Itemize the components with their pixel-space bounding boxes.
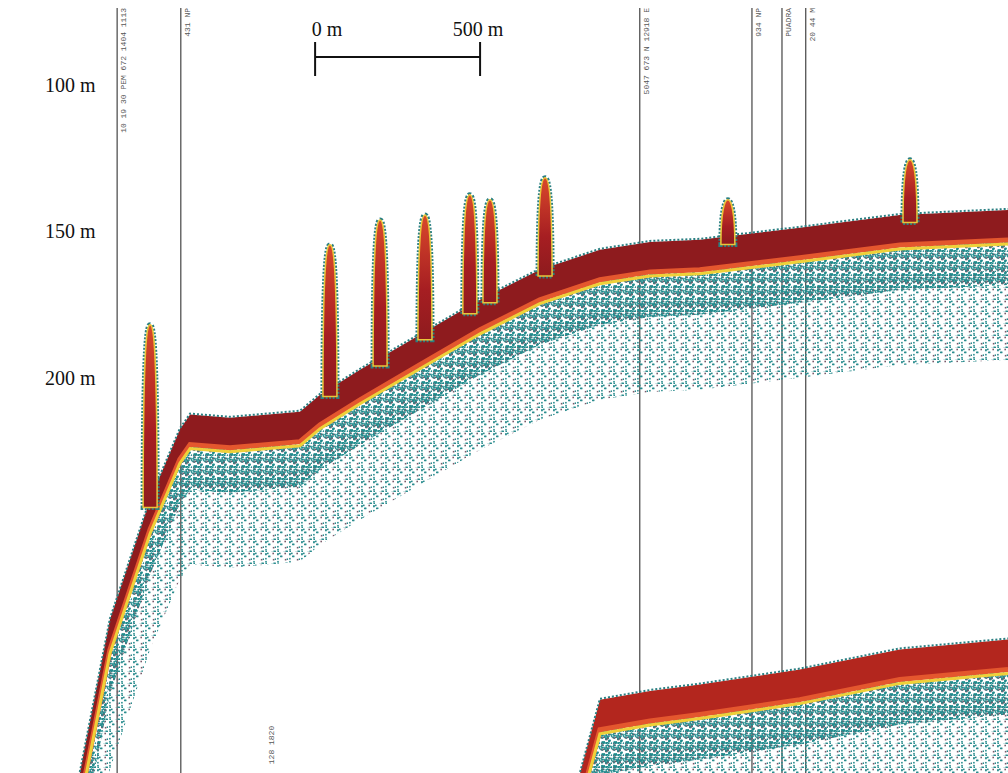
- annotation: 128 1820: [267, 726, 276, 765]
- event-label: 10 19 30 PEM 672 1404 1113: [119, 8, 128, 133]
- plot-area: [80, 8, 1008, 773]
- school-halo: [143, 325, 157, 508]
- fish-school: [323, 245, 337, 397]
- school-halo: [721, 200, 735, 245]
- scale-bar-label: 500 m: [453, 18, 504, 40]
- fish-school: [721, 200, 735, 245]
- event-label: 934 NP: [754, 8, 763, 37]
- fish-school: [373, 220, 387, 366]
- event-label: 20 44 M: [808, 8, 817, 42]
- school-halo: [538, 178, 552, 276]
- school-halo: [463, 195, 477, 314]
- y-tick-label: 200 m: [45, 367, 96, 389]
- fish-school: [463, 195, 477, 314]
- diffuse-echo: [80, 270, 1008, 773]
- school-halo: [373, 220, 387, 366]
- fish-school: [538, 178, 552, 276]
- school-halo: [903, 160, 917, 223]
- event-line: [180, 8, 181, 773]
- school-halo: [418, 215, 432, 340]
- fish-school: [483, 200, 497, 303]
- seabed-outline: [580, 639, 1008, 773]
- event-label: PUADRA: [784, 8, 793, 37]
- event-label: 431 NP: [183, 8, 192, 37]
- scale-bar-end: [479, 42, 481, 76]
- seabed-echo: [580, 640, 1008, 773]
- y-tick-label: 100 m: [45, 74, 96, 96]
- event-line: [805, 8, 806, 773]
- event-line: [751, 8, 752, 773]
- fish-school: [903, 160, 917, 223]
- labels: 100 m 150 m 200 m 0 m 500 m 10 19 30 PEM 672 …: [45, 8, 817, 764]
- fish-school: [418, 215, 432, 340]
- school-halo: [323, 245, 337, 397]
- scale-bar-label: 0 m: [312, 18, 343, 40]
- seabed-edge: [580, 674, 1008, 773]
- school-halo: [483, 200, 497, 303]
- scale-bar: [315, 56, 480, 58]
- event-line: [781, 8, 782, 773]
- seabed-edge: [580, 670, 1008, 773]
- fish-school: [143, 325, 157, 508]
- y-tick-label: 150 m: [45, 220, 96, 242]
- scatter-echo: [80, 238, 1008, 773]
- echogram: 100 m 150 m 200 m 0 m 500 m 10 19 30 PEM 672 …: [0, 0, 1008, 773]
- event-label: 5047 673 N 12918 E: [642, 8, 651, 95]
- scale-bar-end: [314, 42, 316, 76]
